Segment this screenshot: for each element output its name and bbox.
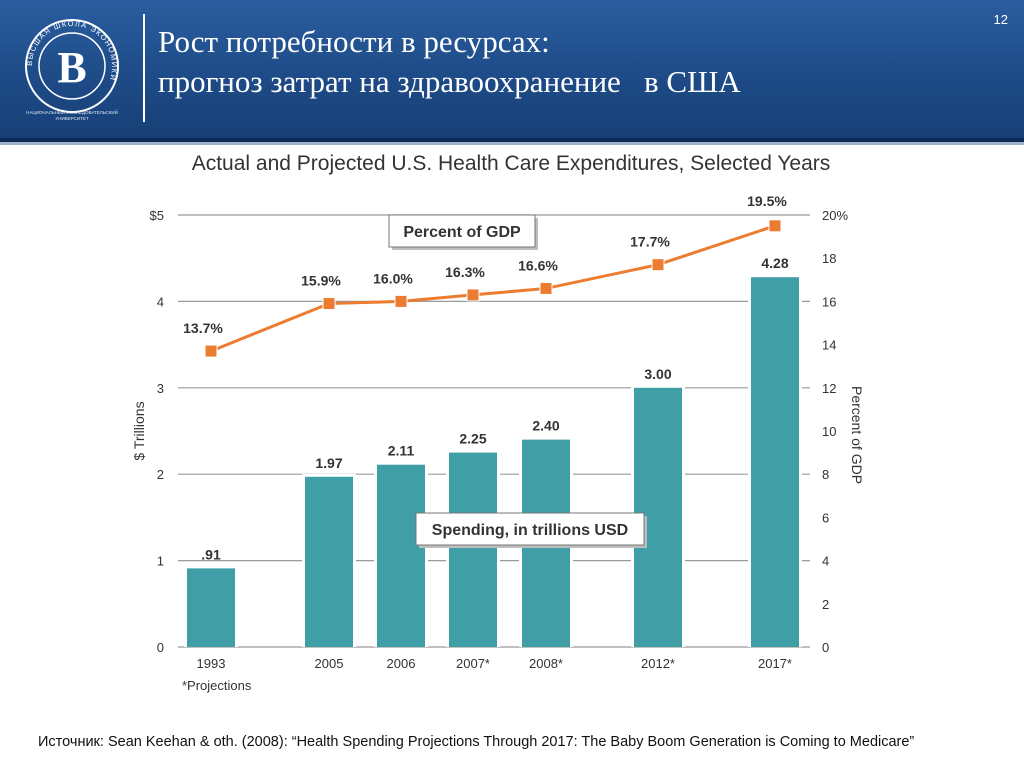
legend-percent-of-gdp: Percent of GDP (388, 214, 538, 250)
y-tick-right: 16 (822, 294, 836, 309)
gdp-point (651, 258, 665, 272)
callout-box (388, 214, 536, 248)
svg-text:В: В (57, 43, 86, 92)
y-tick-right: 2 (822, 597, 829, 612)
bar-value-label: 2.25 (459, 431, 486, 447)
gdp-point (322, 297, 336, 311)
bar-value-label: 2.40 (532, 418, 559, 434)
gdp-value-label: 19.5% (747, 193, 787, 209)
gdp-line: 13.7% 15.9% 16.0% 16.3% 16.6% 17.7% 19.5% (183, 193, 787, 358)
slide-title-line2: прогноз затрат на здравоохранение в США (158, 64, 741, 99)
gdp-value-label: 16.3% (445, 264, 485, 280)
callout-text: Spending, in trillions USD (432, 522, 628, 539)
y-tick-left: 3 (157, 381, 164, 396)
callout-box (415, 512, 645, 546)
gdp-value-label: 15.9% (301, 273, 341, 289)
y-tick-left: 1 (157, 554, 164, 569)
bar-value-label: 1.97 (315, 455, 342, 471)
page-number: 12 (993, 12, 1008, 27)
legend-spending: Spending, in trillions USD (415, 512, 647, 548)
logo-caption-line1: НАЦИОНАЛЬНЫЙ ИССЛЕДОВАТЕЛЬСКИЙ (26, 110, 118, 115)
source-citation: Источник: Sean Keehan & oth. (2008): “He… (38, 734, 915, 750)
header-bottom-rule (0, 138, 1024, 142)
x-tick-label: 2017* (758, 656, 792, 671)
chart-title: Actual and Projected U.S. Health Care Ex… (192, 152, 831, 175)
bar-value-label: 2.11 (388, 443, 415, 459)
bar (449, 452, 497, 647)
x-tick-label: 2005 (315, 656, 344, 671)
x-tick-label: 2006 (387, 656, 416, 671)
y-tick-left: $5 (150, 208, 164, 223)
university-logo: ВЫСШАЯ ШКОЛА ЭКОНОМИКИ В (25, 19, 119, 113)
bar (305, 476, 353, 647)
bar (751, 277, 799, 647)
callout-text: Percent of GDP (403, 224, 521, 241)
expenditure-chart: Actual and Projected U.S. Health Care Ex… (131, 152, 865, 693)
gdp-point (204, 344, 218, 358)
gdp-value-label: 16.0% (373, 270, 413, 286)
header-bottom-rule-light (0, 142, 1024, 145)
bars: .91 1.97 2.11 2.25 2.40 3.00 4.28 (184, 255, 802, 647)
y-tick-right: 10 (822, 424, 836, 439)
bar (187, 568, 235, 647)
gdp-point (394, 294, 408, 308)
slide-header (0, 0, 1024, 138)
slide-title-line1: Рост потребности в ресурсах: (158, 24, 550, 59)
x-tick-label: 2008* (529, 656, 563, 671)
y-tick-left: 4 (157, 294, 164, 309)
y-tick-left: 0 (157, 640, 164, 655)
bar-value-label: .91 (201, 546, 221, 562)
y-tick-right: 8 (822, 467, 829, 482)
bar-value-label: 3.00 (644, 366, 671, 382)
gdp-point (466, 288, 480, 302)
header-divider (143, 14, 145, 122)
slide-title: Рост потребности в ресурсах: прогноз зат… (158, 22, 741, 102)
x-tick-label: 1993 (197, 656, 226, 671)
y-tick-right: 0 (822, 640, 829, 655)
y-tick-left: 2 (157, 467, 164, 482)
y-tick-right: 18 (822, 251, 836, 266)
y-tick-right: 6 (822, 510, 829, 525)
y-tick-right: 4 (822, 554, 829, 569)
y-axis-label-left: $ Trillions (131, 401, 147, 460)
x-tick-label: 2007* (456, 656, 490, 671)
bar (377, 464, 425, 647)
y-tick-right: 20% (822, 208, 848, 223)
gdp-point (539, 281, 553, 295)
gdp-value-label: 16.6% (518, 257, 558, 273)
y-tick-right: 14 (822, 338, 836, 353)
gdp-point (768, 219, 782, 233)
y-tick-right: 12 (822, 381, 836, 396)
gdp-value-label: 17.7% (630, 234, 670, 250)
logo-caption: НАЦИОНАЛЬНЫЙ ИССЛЕДОВАТЕЛЬСКИЙ УНИВЕРСИТ… (14, 110, 130, 122)
bar-value-label: 4.28 (761, 255, 788, 271)
footnote-projections: *Projections (182, 678, 252, 693)
y-axis-label-right: Percent of GDP (849, 386, 865, 484)
gdp-value-label: 13.7% (183, 320, 223, 336)
logo-caption-line2: УНИВЕРСИТЕТ (55, 116, 89, 121)
x-tick-label: 2012* (641, 656, 675, 671)
